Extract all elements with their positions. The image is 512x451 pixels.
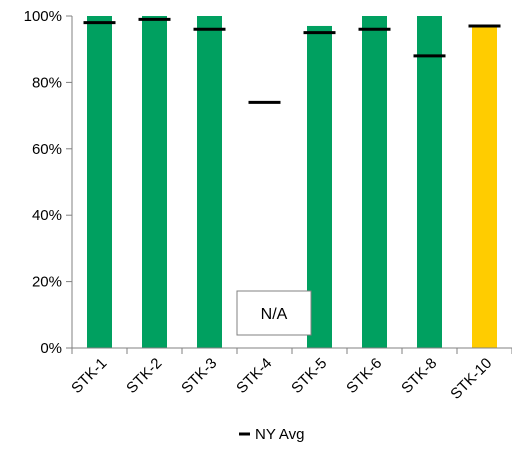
bar-stk-10	[472, 25, 497, 349]
legend: NY Avg	[239, 426, 304, 443]
y-tick-label: 0%	[40, 340, 62, 357]
na-label: N/A	[261, 306, 288, 323]
legend-ny-avg-label: NY Avg	[255, 426, 304, 443]
ny-avg-markers-group	[83, 17, 501, 104]
bar-stk-2	[142, 16, 167, 348]
x-tick-label: STK-4	[233, 355, 275, 397]
x-tick-label: STK-10	[447, 355, 495, 403]
x-tick-label: STK-5	[288, 355, 330, 397]
na-box-frame	[236, 290, 312, 336]
x-tick-label: STK-8	[398, 355, 440, 397]
y-tick-label: 40%	[32, 207, 62, 224]
bar-stk-8	[417, 16, 442, 348]
bar-stk-6	[362, 16, 387, 348]
na-annotation: N/A	[236, 290, 312, 336]
y-tick-label: 80%	[32, 74, 62, 91]
bar-stk-1	[87, 16, 112, 348]
x-tick-label: STK-2	[123, 355, 165, 397]
bar-stk-3	[197, 16, 222, 348]
x-tick-label: STK-1	[68, 355, 110, 397]
y-tick-label: 20%	[32, 274, 62, 291]
y-tick-label: 100%	[24, 8, 62, 25]
x-tick-label: STK-6	[343, 355, 385, 397]
x-axis-ticks: STK-1 STK-2 STK-3 STK-4 STK-5 STK-6 STK-8 STK-1…	[68, 348, 512, 403]
x-tick-label: STK-3	[178, 355, 220, 397]
y-axis-ticks: 0% 20% 40% 60% 80% 100%	[24, 8, 72, 357]
y-tick-label: 60%	[32, 141, 62, 158]
bars-group	[87, 16, 497, 349]
